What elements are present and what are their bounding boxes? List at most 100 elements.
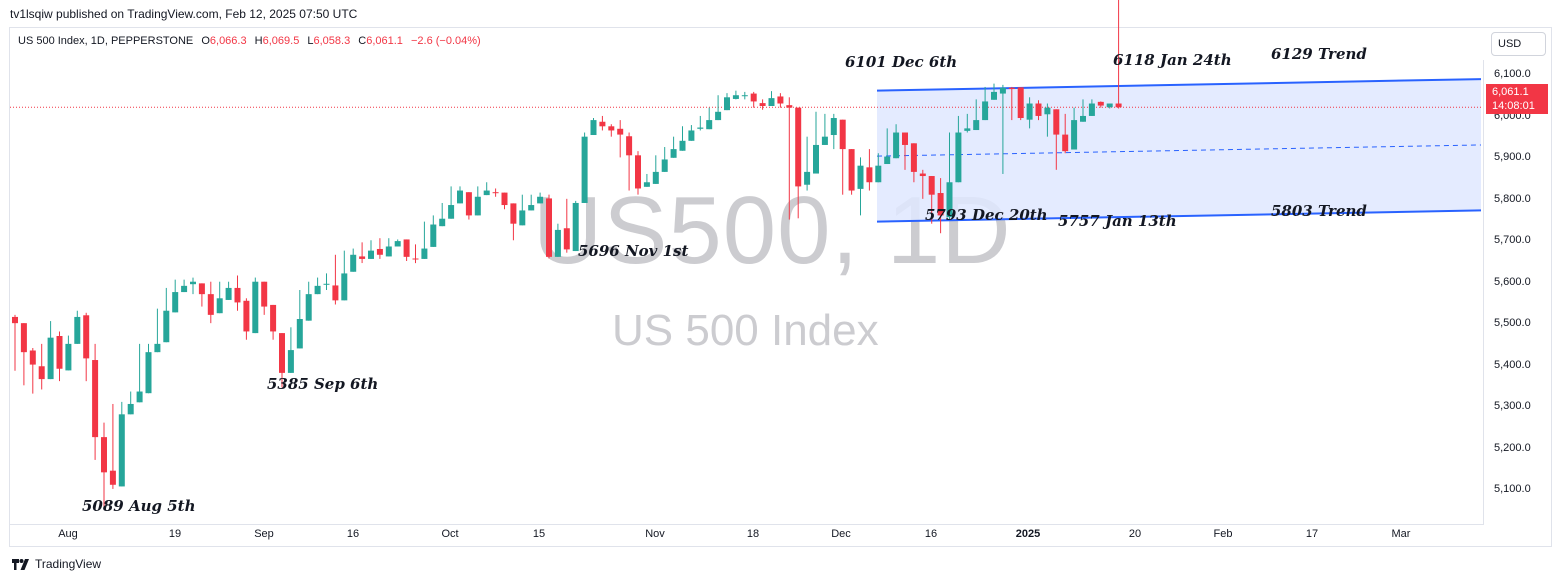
candle-down [332, 285, 339, 301]
candle-up [893, 132, 900, 159]
candle-down [866, 167, 873, 183]
candle-down [848, 149, 855, 191]
candle-down [546, 198, 552, 257]
currency-button[interactable]: USD [1491, 32, 1546, 56]
candle-up [528, 205, 535, 211]
annotation-label[interactable]: 5385 Sep 6th [267, 375, 379, 393]
chart-pane[interactable] [9, 27, 1552, 547]
candle-down [902, 132, 908, 145]
last-price-value: 6,061.1 [1492, 86, 1529, 98]
brand-name: TradingView [35, 557, 102, 571]
candle-up [474, 196, 481, 216]
price-axis-divider [1483, 60, 1484, 525]
price-tick: 5,300.0 [1494, 400, 1531, 412]
candle-up [323, 283, 330, 285]
last-price-label: 6,061.1 14:08:01 [1486, 84, 1548, 114]
candle-up [127, 403, 134, 415]
annotation-label[interactable]: 5803 Trend [1271, 202, 1367, 220]
candle-down [777, 96, 784, 104]
tradingview-logo-icon [12, 558, 29, 570]
candle-up [830, 118, 837, 136]
candle-up [554, 229, 561, 257]
symbol-name[interactable]: US 500 Index, 1D, PEPPERSTONE [18, 35, 194, 47]
candle-up [1044, 107, 1051, 115]
candle-down [12, 316, 18, 324]
annotation-label[interactable]: 6129 Trend [1271, 45, 1367, 63]
candle-down [1035, 103, 1042, 116]
candle-up [643, 182, 650, 187]
publisher-line: tv1lsqiw published on TradingView.com, F… [10, 7, 358, 21]
candle-up [341, 273, 348, 301]
candle-up [421, 248, 428, 259]
candle-up [145, 352, 152, 394]
candle-down [910, 143, 917, 172]
candle-up [991, 91, 997, 100]
candle-up [190, 281, 196, 285]
candle-up [688, 130, 695, 141]
candle-up [661, 159, 668, 172]
candle-down [839, 119, 846, 150]
candle-down [1053, 109, 1060, 135]
candle-up [670, 149, 677, 158]
candle-down [29, 350, 36, 365]
time-tick: 19 [168, 528, 182, 540]
change-value: −2.6 (−0.04%) [410, 35, 481, 47]
candle-down [20, 323, 27, 353]
price-tick: 5,100.0 [1494, 483, 1531, 495]
candle-up [252, 281, 259, 334]
time-tick: Aug [58, 528, 78, 540]
candle-down [759, 103, 766, 106]
annotation-label[interactable]: 6101 Dec 6th [845, 53, 958, 71]
time-tick: Sep [254, 528, 274, 540]
price-tick: 5,800.0 [1494, 193, 1531, 205]
candle-down [376, 248, 383, 255]
time-tick: Mar [1391, 528, 1411, 540]
close-value: 6,061.1 [366, 35, 403, 47]
candle-up [1080, 115, 1086, 122]
annotation-label[interactable]: 5696 Nov 1st [578, 242, 689, 260]
candle-down [1008, 87, 1015, 90]
time-tick: Feb [1213, 528, 1233, 540]
candle-up [385, 246, 392, 257]
candle-down [919, 173, 926, 177]
annotation-label[interactable]: 6118 Jan 24th [1113, 51, 1232, 69]
annotation-label[interactable]: 5793 Dec 20th [925, 206, 1048, 224]
candle-up [154, 343, 161, 353]
candle-down [243, 300, 250, 332]
candle-up [813, 144, 819, 174]
candle-down [501, 192, 508, 206]
candle-down [635, 155, 641, 189]
annotation-label[interactable]: 5757 Jan 13th [1058, 212, 1177, 230]
time-tick: Nov [645, 528, 665, 540]
candle-up [581, 136, 588, 203]
time-tick: 2025 [1015, 528, 1041, 540]
time-tick: 20 [1128, 528, 1142, 540]
candle-down [465, 192, 472, 216]
candle-up [973, 120, 980, 131]
candle-up [118, 414, 125, 487]
time-tick: 16 [924, 528, 938, 540]
time-tick: Oct [441, 528, 459, 540]
price-tick: 6,100.0 [1494, 68, 1531, 80]
channel-fill [877, 79, 1481, 222]
candle-down [608, 126, 615, 131]
candle-down [626, 136, 633, 156]
candle-up [287, 350, 294, 373]
candle-up [47, 337, 54, 380]
candle-down [492, 192, 499, 194]
candle-down [795, 107, 802, 187]
price-tick: 5,700.0 [1494, 234, 1531, 246]
bar-countdown: 14:08:01 [1492, 100, 1535, 112]
candle-up [483, 190, 490, 196]
low-value: 6,058.3 [313, 35, 351, 47]
symbol-info-legend: US 500 Index, 1D, PEPPERSTONE O6,066.3 H… [18, 35, 481, 47]
channel-mid-line [876, 144, 1482, 157]
tradingview-brand[interactable]: TradingView [12, 557, 101, 571]
time-tick: 15 [532, 528, 546, 540]
candle-up [519, 210, 526, 226]
annotation-label[interactable]: 5089 Aug 5th [82, 497, 196, 515]
candle-up [225, 287, 232, 300]
candle-up [768, 98, 775, 106]
candle-down [38, 366, 45, 380]
